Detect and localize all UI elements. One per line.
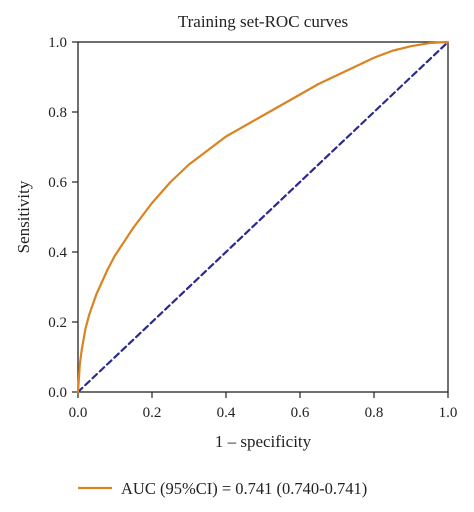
y-tick-label: 1.0 (48, 35, 67, 51)
x-axis-label: 1 – specificity (215, 432, 312, 451)
y-axis-ticks: 0.0 0.2 0.4 0.6 0.8 1.0 (48, 35, 78, 401)
y-axis-label: Sensitivity (14, 180, 33, 253)
x-tick-label: 0.0 (69, 405, 88, 421)
plot-frame (77, 41, 449, 393)
x-tick-label: 0.2 (143, 405, 162, 421)
y-tick-label: 0.4 (48, 245, 67, 261)
legend-label-roc: AUC (95%CI) = 0.741 (0.740-0.741) (121, 479, 367, 498)
y-tick-label: 0.8 (48, 105, 67, 121)
series-layer (76, 40, 450, 394)
x-tick-label: 0.6 (291, 405, 310, 421)
y-tick-label: 0.2 (48, 315, 67, 331)
y-tick-label: 0.6 (48, 175, 67, 191)
x-tick-label: 0.4 (217, 405, 236, 421)
x-axis-ticks: 0.0 0.2 0.4 0.6 0.8 1.0 (69, 392, 458, 421)
reference-diagonal-line (76, 40, 450, 394)
x-tick-label: 0.8 (365, 405, 384, 421)
legend: AUC (95%CI) = 0.741 (0.740-0.741) (78, 479, 367, 498)
y-tick-label: 0.0 (48, 385, 67, 401)
x-tick-label: 1.0 (439, 405, 458, 421)
chart-title: Training set-ROC curves (178, 12, 348, 31)
roc-curve-line (76, 40, 450, 394)
